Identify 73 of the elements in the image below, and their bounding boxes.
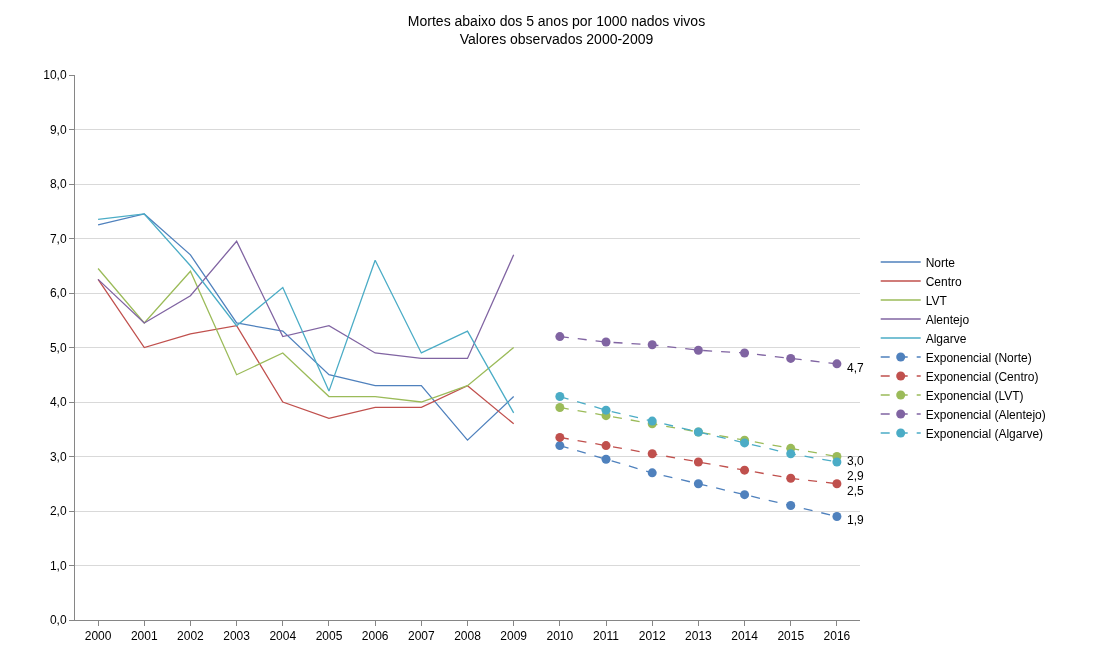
x-tick-label: 2003 xyxy=(223,629,251,644)
legend-label: Exponencial (Algarve) xyxy=(925,426,1044,441)
x-tick-label: 2007 xyxy=(407,629,435,644)
x-tick-label: 2005 xyxy=(315,629,343,644)
x-tick-label: 2000 xyxy=(84,629,112,644)
legend-label: Exponencial (LVT) xyxy=(925,388,1024,403)
x-tick-label: 2015 xyxy=(777,629,805,644)
x-tick-label: 2012 xyxy=(638,629,666,644)
y-tick-label: 6,0 xyxy=(49,286,67,301)
y-tick-label: 10,0 xyxy=(43,68,67,83)
y-tick-label: 2,0 xyxy=(49,504,67,519)
legend-label: Exponencial (Centro) xyxy=(925,369,1039,384)
x-tick-label: 2006 xyxy=(361,629,389,644)
y-tick-label: 3,0 xyxy=(49,449,67,464)
point xyxy=(832,479,842,489)
point xyxy=(555,441,565,451)
y-tick-label: 9,0 xyxy=(49,122,67,137)
point xyxy=(786,449,796,459)
x-tick-label: 2004 xyxy=(269,629,297,644)
data-label: 3,0 xyxy=(847,454,865,468)
point xyxy=(601,405,611,415)
point xyxy=(555,332,565,342)
point xyxy=(740,465,750,475)
x-tick-label: 2016 xyxy=(823,629,851,644)
y-tick-label: 8,0 xyxy=(49,177,67,192)
point xyxy=(555,392,565,402)
point xyxy=(647,468,657,478)
point xyxy=(740,348,750,358)
point xyxy=(647,449,657,459)
chart-subtitle: Valores observados 2000-2009 xyxy=(459,31,654,48)
point xyxy=(601,337,611,347)
point xyxy=(693,457,703,467)
point xyxy=(740,490,750,500)
x-tick-label: 2008 xyxy=(454,629,482,644)
x-tick-label: 2014 xyxy=(731,629,759,644)
legend-label: Exponencial (Alentejo) xyxy=(925,407,1046,422)
chart-title: Mortes abaixo dos 5 anos por 1000 nados vivos xyxy=(407,13,706,30)
point xyxy=(693,345,703,355)
point xyxy=(555,432,565,442)
y-tick-label: 7,0 xyxy=(49,231,67,246)
legend-label: Norte xyxy=(925,255,956,270)
point xyxy=(601,454,611,464)
x-tick-label: 2011 xyxy=(593,629,620,644)
point xyxy=(693,479,703,489)
legend-label: Alentejo xyxy=(925,312,970,327)
y-tick-label: 0,0 xyxy=(49,613,67,628)
point xyxy=(786,353,796,363)
x-tick-label: 2013 xyxy=(685,629,713,644)
legend-label: Algarve xyxy=(925,331,967,346)
line-series xyxy=(97,267,515,403)
point xyxy=(647,340,657,350)
legend-label: LVT xyxy=(925,293,948,308)
point xyxy=(601,441,611,451)
legend-label: Exponencial (Norte) xyxy=(925,350,1032,365)
y-tick-label: 4,0 xyxy=(49,395,67,410)
line-series xyxy=(97,240,515,360)
legend-label: Centro xyxy=(925,274,963,289)
data-label: 1,9 xyxy=(847,513,865,527)
y-tick-label: 1,0 xyxy=(49,558,67,573)
x-tick-label: 2009 xyxy=(500,629,528,644)
x-tick-label: 2001 xyxy=(130,629,158,644)
point xyxy=(832,457,842,467)
point xyxy=(832,511,842,521)
data-label: 4,7 xyxy=(847,361,865,375)
point xyxy=(832,359,842,369)
point xyxy=(555,402,565,412)
y-tick-label: 5,0 xyxy=(49,340,67,355)
point xyxy=(786,501,796,511)
data-label: 2,9 xyxy=(847,469,865,483)
x-tick-label: 2002 xyxy=(177,629,205,644)
point xyxy=(786,473,796,483)
data-label: 2,5 xyxy=(847,484,865,498)
x-tick-label: 2010 xyxy=(546,629,574,644)
